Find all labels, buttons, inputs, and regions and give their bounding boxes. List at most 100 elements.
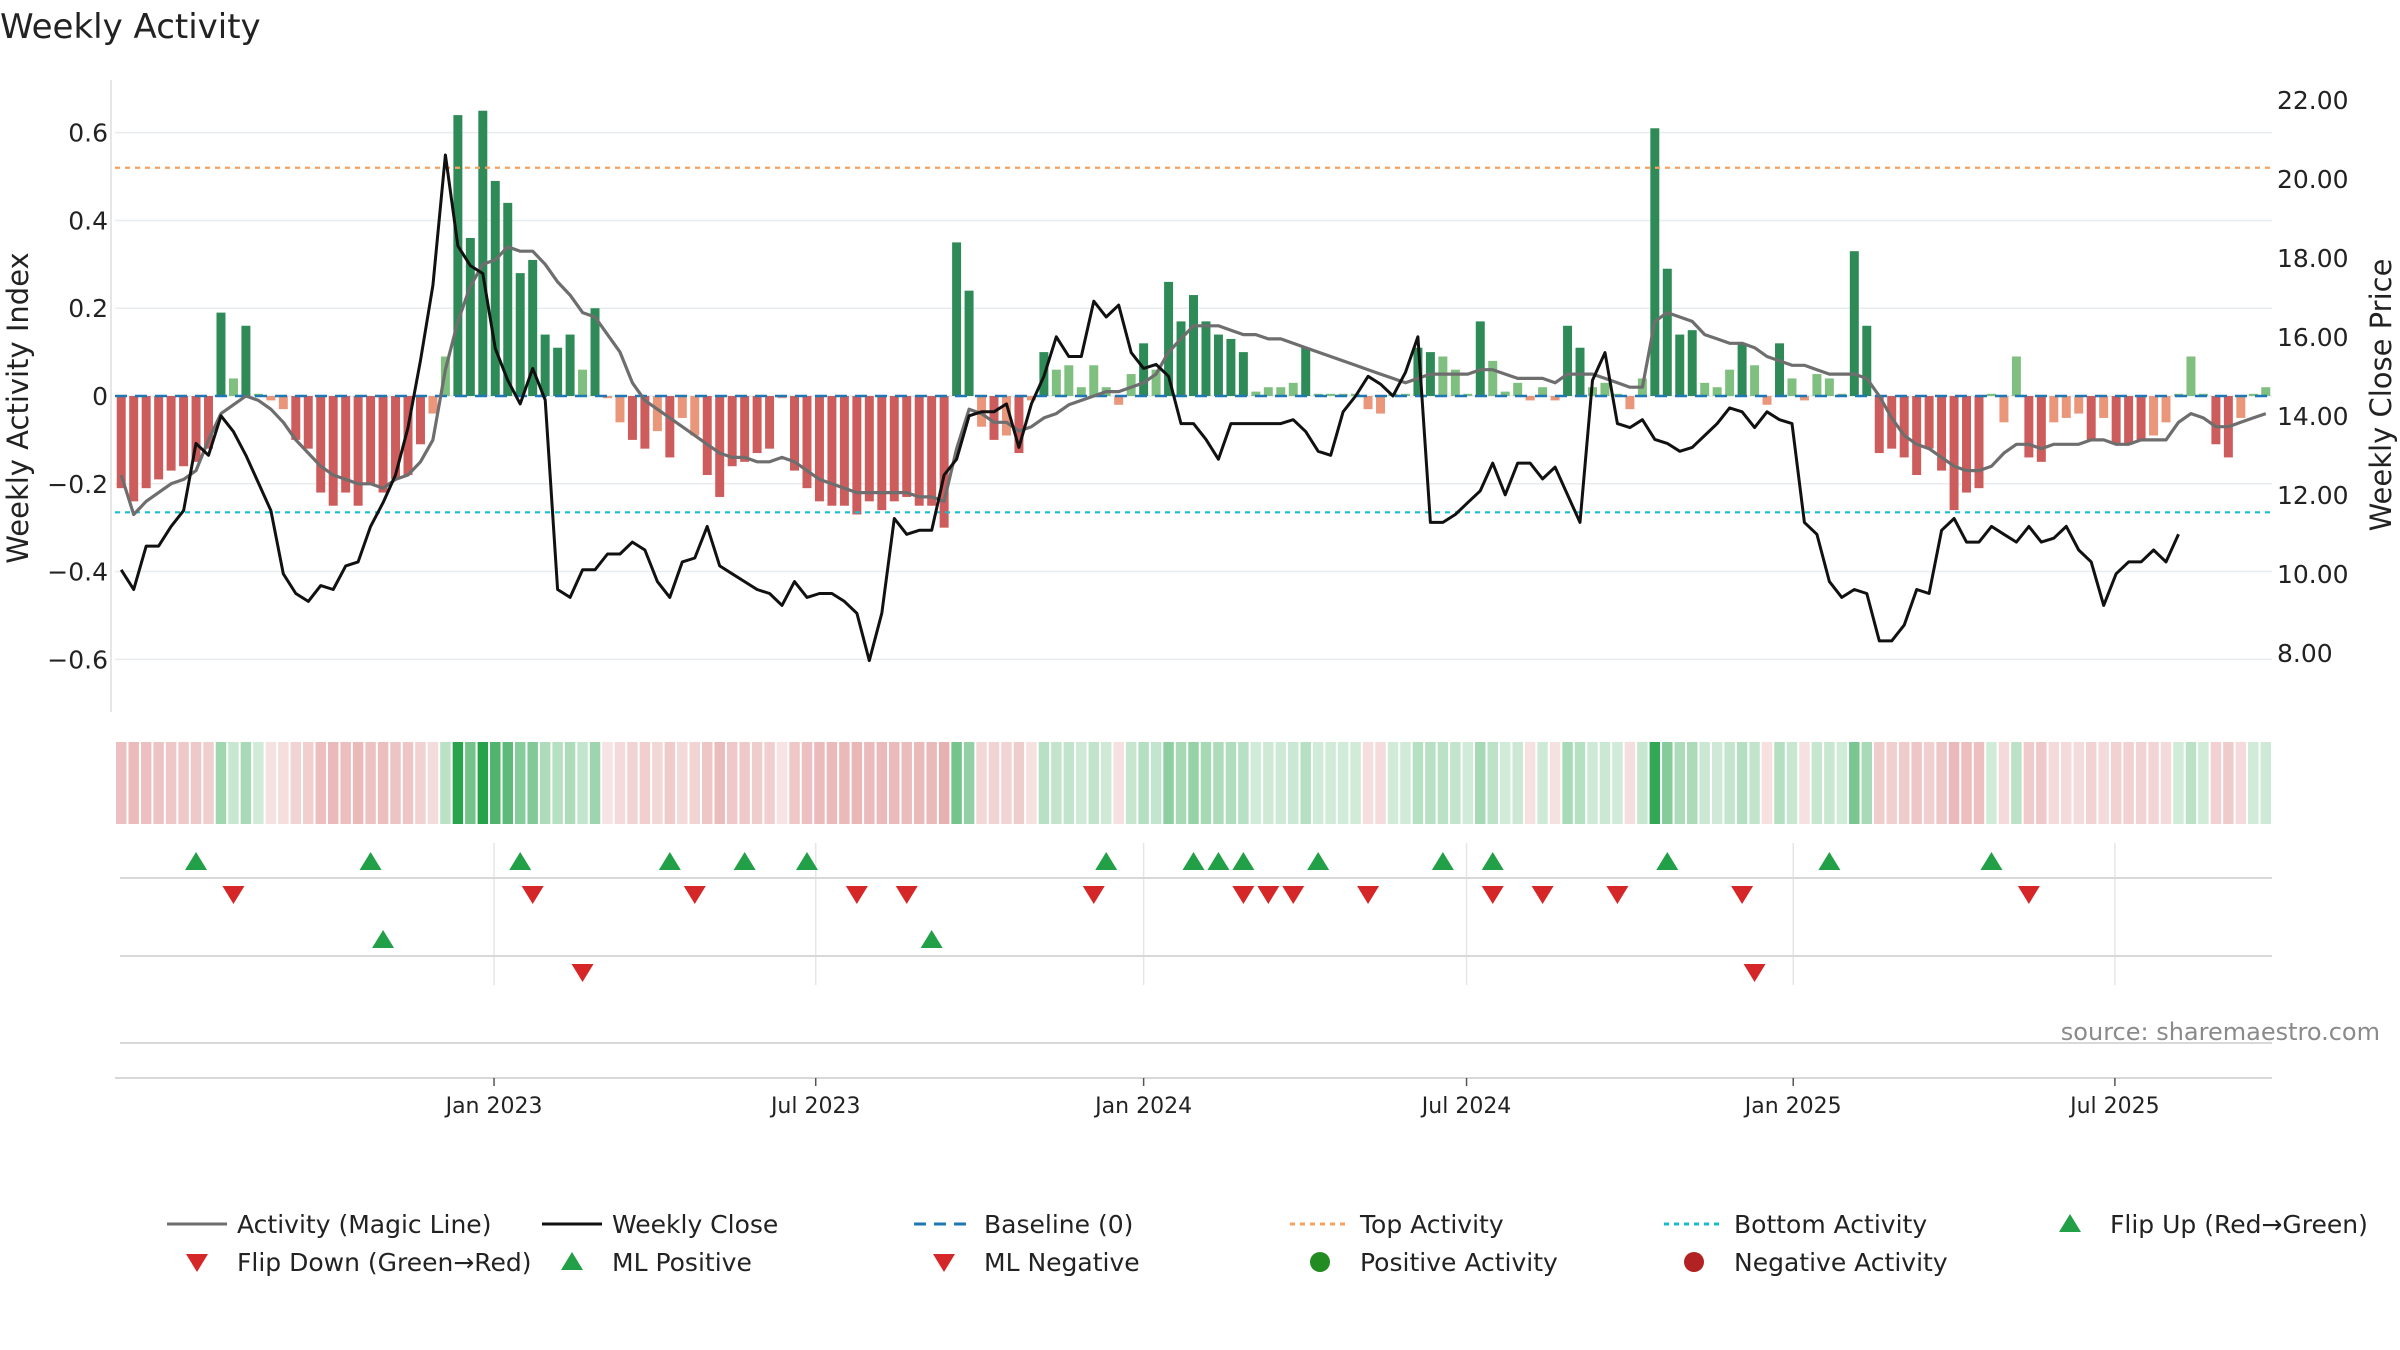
activity-bar [740, 396, 750, 462]
activity-bar [615, 396, 625, 423]
heat-cell [1824, 742, 1835, 824]
activity-bar [2086, 396, 2096, 440]
activity-bar [690, 396, 700, 436]
activity-bar [503, 202, 513, 396]
heat-cell [1898, 742, 1910, 824]
legend: Activity (Magic Line) Weekly Close Baselin… [167, 1210, 2368, 1277]
heat-cell [1387, 742, 1399, 824]
activity-bar [939, 396, 949, 528]
activity-bar [677, 396, 687, 418]
heat-cell [365, 742, 376, 824]
activity-bar [578, 369, 588, 396]
heat-cell [1874, 742, 1885, 824]
activity-bar [914, 396, 924, 506]
activity-bar [2211, 396, 2221, 445]
activity-bar [1887, 396, 1897, 449]
activity-bar [1525, 396, 1535, 401]
heat-cell [402, 742, 414, 824]
ml-positive-marker [920, 930, 943, 948]
activity-bar [1475, 321, 1485, 396]
heat-cell [1923, 742, 1935, 824]
heat-cell [140, 742, 152, 824]
heat-cell [938, 742, 950, 824]
heat-cell [1325, 742, 1336, 824]
heat-cell [901, 742, 912, 824]
y-axis-label: Weekly Activity Index [1, 252, 35, 563]
activity-bar [1189, 295, 1198, 396]
heat-cell [203, 742, 214, 824]
heat-cell [1412, 742, 1424, 824]
activity-bar [316, 396, 326, 493]
heat-cell [1961, 742, 1972, 824]
heat-cell [115, 742, 127, 824]
y2-tick-label: 18.00 [2277, 244, 2349, 273]
source-note: source: sharemaestro.com [2061, 1018, 2380, 1046]
heat-cell [1462, 742, 1474, 824]
activity-bar [2074, 396, 2084, 414]
heat-cell [165, 742, 177, 824]
heat-cell [876, 742, 888, 824]
y2-axis-label: Weekly Close Price [2364, 259, 2398, 532]
heat-cell [1238, 742, 1249, 824]
heat-cell [2011, 742, 2022, 824]
activity-bar [2099, 396, 2109, 418]
heat-cell [1475, 742, 1486, 824]
heat-cell [153, 742, 164, 824]
activity-bar [2261, 387, 2271, 396]
heat-cell [627, 742, 638, 824]
activity-bar [702, 396, 712, 475]
heat-cell [1100, 742, 1112, 824]
activity-bar [1538, 387, 1548, 396]
activity-bar [1014, 396, 1024, 454]
activity-bar [927, 396, 937, 506]
heat-cell [1774, 742, 1785, 824]
activity-bar [565, 334, 575, 396]
activity-bar [328, 396, 338, 506]
activity-bar [1076, 387, 1086, 396]
heat-cell [2210, 742, 2222, 824]
activity-bar [1438, 356, 1448, 396]
activity-bar [1899, 396, 1909, 458]
heat-cell [1662, 742, 1673, 824]
activity-bar [864, 396, 874, 502]
heat-cell [527, 742, 538, 824]
heat-cell [502, 742, 513, 824]
y-tick-label: 0.4 [68, 206, 108, 235]
flip-up-marker [1232, 852, 1255, 870]
heat-cell [1686, 742, 1698, 824]
activity-bar [1700, 382, 1710, 396]
heat-cell [976, 742, 987, 824]
activity-bar [1213, 334, 1223, 396]
heat-cell [1026, 742, 1037, 824]
activity-bar [453, 115, 463, 396]
activity-bar [1176, 321, 1186, 396]
activity-heat-strip [115, 742, 2272, 824]
y-tick-label: 0.6 [68, 119, 108, 148]
heat-cell [614, 742, 626, 824]
activity-bar [2049, 396, 2059, 423]
activity-bar [415, 396, 425, 445]
axes [110, 80, 2272, 1079]
heat-cell [963, 742, 975, 824]
heat-cell [2135, 742, 2147, 824]
activity-bar [403, 396, 413, 475]
activity-bar [952, 242, 962, 396]
activity-bar [1986, 393, 1996, 396]
activity-bar [1463, 393, 1473, 396]
heat-cell [1749, 742, 1760, 824]
heat-cell [2073, 742, 2084, 824]
activity-bar [1051, 369, 1061, 396]
heat-cell [1699, 742, 1710, 824]
heat-cell [1973, 742, 1985, 824]
heat-cell [1437, 742, 1449, 824]
x-tick-label: Jan 2023 [444, 1094, 543, 1119]
activity-bar [1288, 382, 1298, 396]
activity-bar [1363, 396, 1373, 410]
heat-cell [1038, 742, 1050, 824]
heat-cell [714, 742, 725, 824]
heat-cell [2198, 742, 2209, 824]
heat-cell [1998, 742, 2010, 824]
activity-bar [964, 290, 974, 396]
activity-bar [179, 396, 189, 467]
heat-cell [2185, 742, 2197, 824]
